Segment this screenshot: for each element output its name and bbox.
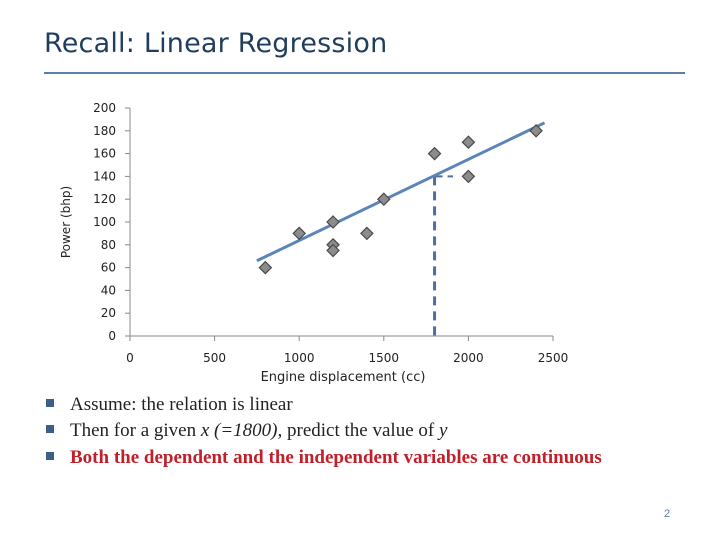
title-divider [44, 72, 685, 74]
data-point-diamond [326, 215, 340, 229]
y-axis-ticks: 0 20 40 60 80 100 120 140 160 180 200 [93, 101, 130, 343]
y-tick-label: 20 [101, 306, 116, 320]
bullet-item-highlight: Both the dependent and the independent v… [44, 447, 664, 468]
y-tick-label: 120 [93, 192, 116, 206]
y-tick-label: 80 [101, 238, 116, 252]
x-tick-label: 500 [203, 351, 226, 365]
x-tick-label: 0 [126, 351, 134, 365]
x-axis-label: Engine displacement (cc) [261, 370, 426, 385]
bullet-item: Then for a given x (=1800), predict the … [44, 420, 664, 441]
bullet-text: Assume: the relation is linear [70, 394, 293, 415]
bullet-item: Assume: the relation is linear [44, 394, 664, 415]
data-point-diamond [461, 135, 476, 150]
data-point-diamond [360, 226, 374, 241]
data-point-diamond [529, 123, 543, 138]
y-axis-label: Power (bhp) [59, 186, 73, 258]
x-tick-label: 2000 [453, 351, 484, 365]
data-point-diamond [258, 260, 273, 275]
x-tick-label: 1000 [284, 351, 315, 365]
slide-title: Recall: Linear Regression [44, 28, 388, 59]
data-points [258, 123, 543, 275]
y-tick-label: 40 [101, 283, 116, 297]
data-point-diamond [461, 169, 476, 184]
regression-line [256, 121, 546, 263]
y-tick-label: 100 [93, 215, 116, 229]
data-point-diamond [427, 146, 442, 161]
data-point-diamond [326, 243, 340, 258]
bullet-text: Then for a given [70, 420, 201, 442]
bullet-italic-x: x (=1800), [200, 420, 283, 442]
y-tick-label: 200 [93, 101, 116, 115]
bullet-marker [46, 451, 54, 460]
x-tick-label: 1500 [369, 351, 400, 365]
y-tick-label: 180 [93, 124, 116, 138]
scatter-chart: 0 20 40 60 80 100 120 140 160 180 200 0 500 1000 1500… [59, 101, 568, 385]
y-tick-label: 140 [93, 169, 116, 183]
bullet-marker [46, 425, 54, 434]
bullet-italic-y: y [438, 420, 448, 442]
y-tick-label: 0 [108, 329, 116, 343]
y-tick-label: 160 [93, 147, 116, 161]
x-tick-label: 2500 [538, 351, 569, 365]
bullet-marker [46, 399, 54, 407]
data-point-diamond [376, 192, 391, 207]
data-point-diamond [292, 226, 307, 241]
page-number: 2 [664, 508, 671, 520]
bullet-list: Assume: the relation is linear Then for … [44, 394, 664, 473]
y-tick-label: 60 [101, 261, 116, 275]
bullet-text: Both the dependent and the independent v… [70, 446, 602, 468]
prediction-marker [433, 175, 453, 336]
x-axis-ticks: 0 500 1000 1500 2000 2500 [126, 336, 568, 365]
bullet-text: predict the value of [282, 420, 439, 442]
